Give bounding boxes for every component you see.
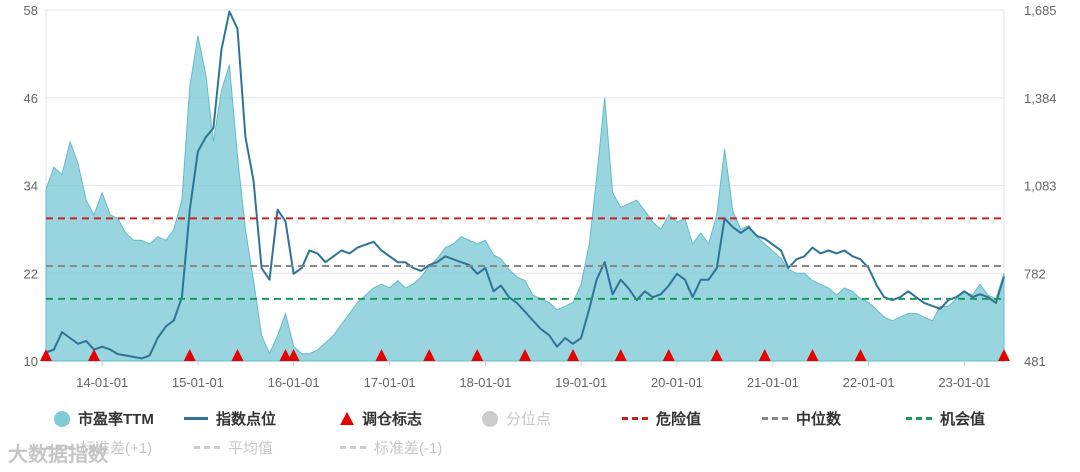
reference-lines (46, 217, 1004, 300)
x-tick-label: 18-01-01 (459, 375, 511, 390)
y-left-tick-label: 22 (24, 266, 38, 281)
rebalance-marker (567, 349, 580, 361)
watermark-text: 大数据指数 (8, 444, 108, 466)
index-line-series (45, 10, 1005, 360)
rebalance-marker (662, 349, 675, 361)
y-right-tick-label: 782 (1024, 266, 1046, 281)
rebalance-marker (758, 349, 771, 361)
rebalance-marker (375, 349, 388, 361)
x-tick-label: 22-01-01 (843, 375, 895, 390)
legend-swatch (622, 417, 648, 420)
legend-item[interactable]: 分位点 (482, 408, 551, 429)
rebalance-markers (40, 349, 1010, 361)
chart-canvas: 10 22 34 46 58 481 782 1,083 1,384 1,685 14-01-0… (24, 3, 1057, 390)
legend-swatch (184, 417, 208, 420)
legend-swatch (194, 446, 220, 449)
rebalance-marker (279, 349, 292, 361)
legend-item[interactable]: 指数点位 (184, 408, 276, 429)
legend-label: 中位数 (796, 411, 842, 428)
x-tick-label: 23-01-01 (938, 375, 990, 390)
legend-swatch (906, 417, 932, 420)
legend-label: 危险值 (656, 411, 702, 428)
legend-item[interactable]: 标准差(-1) (340, 437, 442, 458)
legend-swatch (340, 412, 354, 425)
legend-item[interactable]: 标准差(+1) (46, 437, 152, 458)
y-axis-right-ticks: 481 782 1,083 1,384 1,685 (1024, 3, 1057, 369)
legend-swatch (340, 446, 366, 449)
legend-swatch (54, 410, 70, 427)
legend-label: 机会值 (940, 411, 986, 428)
index-line (45, 10, 1005, 360)
y-left-tick-label: 34 (24, 179, 38, 194)
x-tick-label: 17-01-01 (364, 375, 416, 390)
rebalance-marker (423, 349, 436, 361)
rebalance-marker (806, 349, 819, 361)
rebalance-marker (710, 349, 723, 361)
legend-label: 指数点位 (216, 411, 277, 428)
rebalance-marker (519, 349, 531, 361)
legend-swatch (762, 417, 788, 420)
watermark-logo: 大数据指数 (8, 438, 108, 467)
legend-item[interactable]: 机会值 (906, 408, 985, 429)
legend-item[interactable]: 市盈率TTM (54, 408, 154, 429)
rebalance-marker (614, 349, 627, 361)
x-axis-ticks: 14-01-01 15-01-01 16-01-01 17-01-01 18-01-01… (76, 361, 990, 390)
legend-label: 市盈率TTM (78, 411, 154, 428)
legend-item[interactable]: 中位数 (762, 408, 841, 429)
legend-label: 标准差(-1) (374, 440, 443, 457)
legend-label: 标准差(+1) (80, 440, 153, 457)
y-right-tick-label: 481 (1024, 354, 1046, 369)
x-tick-label: 19-01-01 (555, 375, 607, 390)
legend-item[interactable]: 调仓标志 (340, 408, 422, 429)
legend-item[interactable]: 危险值 (622, 408, 701, 429)
x-tick-label: 21-01-01 (747, 375, 799, 390)
legend-label: 分位点 (506, 411, 552, 428)
y-left-tick-label: 46 (24, 91, 38, 106)
legend-label: 平均值 (228, 440, 274, 457)
pe-area (45, 35, 1005, 362)
legend-label: 调仓标志 (362, 411, 423, 428)
legend-swatch (482, 410, 498, 427)
rebalance-marker (40, 349, 52, 361)
rebalance-marker (287, 349, 300, 361)
y-axis-left-ticks: 10 22 34 46 58 (24, 3, 38, 369)
y-right-tick-label: 1,083 (1024, 179, 1057, 194)
x-tick-label: 14-01-01 (76, 375, 128, 390)
x-tick-label: 15-01-01 (172, 375, 224, 390)
y-right-tick-label: 1,685 (1024, 3, 1057, 18)
x-tick-label: 16-01-01 (268, 375, 320, 390)
y-left-tick-label: 10 (24, 354, 38, 369)
x-tick-label: 20-01-01 (651, 375, 703, 390)
rebalance-marker (998, 349, 1010, 361)
y-right-tick-label: 1,384 (1024, 91, 1057, 106)
rebalance-marker (231, 349, 244, 361)
pe-area-series (45, 35, 1005, 362)
legend-swatch (46, 446, 72, 449)
rebalance-marker (88, 349, 101, 361)
legend-item[interactable]: 平均值 (194, 437, 273, 458)
rebalance-marker (854, 349, 867, 361)
rebalance-marker (183, 349, 196, 361)
y-left-tick-label: 58 (24, 3, 38, 18)
rebalance-marker (471, 349, 484, 361)
